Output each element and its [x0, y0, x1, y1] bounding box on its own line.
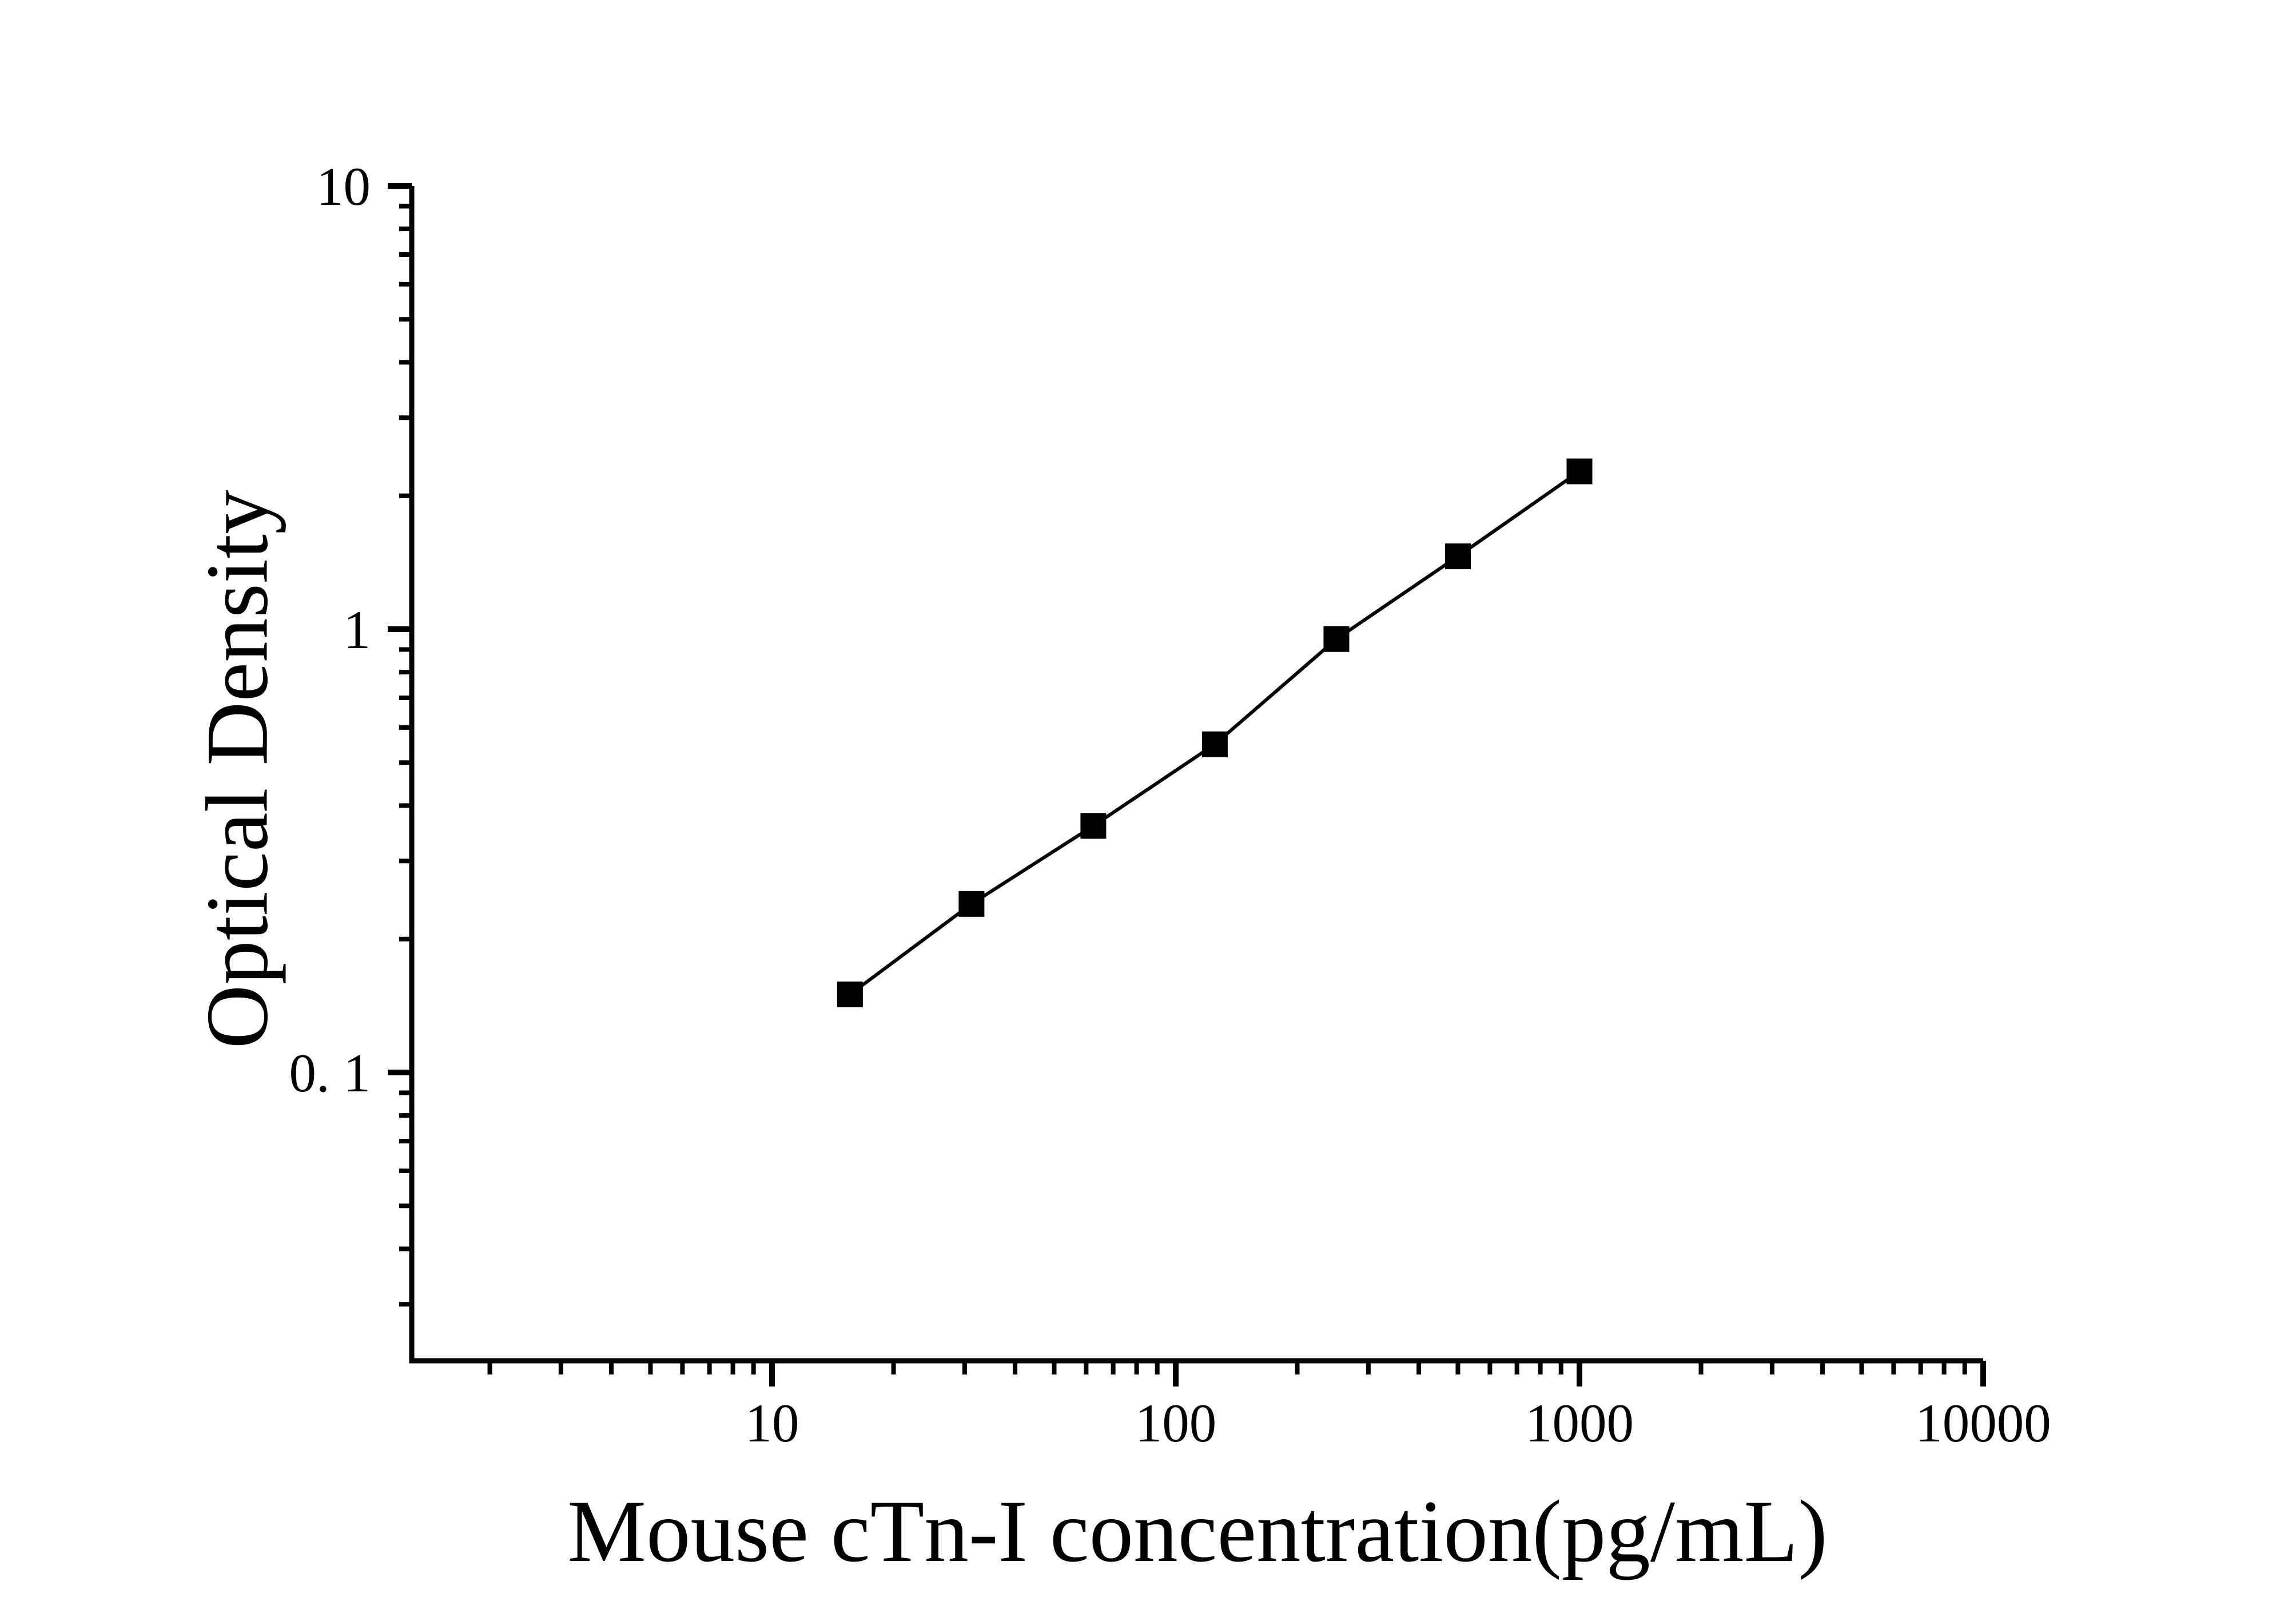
data-point-marker [1201, 731, 1228, 757]
y-axis-tick-label: 0. 1 [289, 1043, 371, 1103]
axes [409, 186, 1983, 1364]
x-axis-tick-label: 1000 [1525, 1393, 1634, 1453]
plot-area: 10 1 0. 1 10 100 1000 10000 [289, 156, 2051, 1453]
y-axis-title: Optical Density [188, 490, 286, 1049]
data-point-marker [1323, 626, 1350, 652]
data-point-marker [1566, 458, 1593, 484]
x-axis-tick-label: 10 [745, 1393, 799, 1453]
y-axis-tick-label: 10 [316, 156, 371, 217]
x-axis-title: Mouse cTn-I concentration(pg/mL) [567, 1482, 1828, 1580]
y-axis-tick-label: 1 [344, 599, 371, 660]
x-axis-tick-label: 10000 [1915, 1393, 2051, 1453]
data-point-marker [1445, 543, 1471, 570]
x-axis-tick-label: 100 [1135, 1393, 1217, 1453]
data-point-marker [1080, 813, 1107, 839]
data-point-marker [837, 982, 863, 1008]
data-point-marker [958, 891, 985, 917]
